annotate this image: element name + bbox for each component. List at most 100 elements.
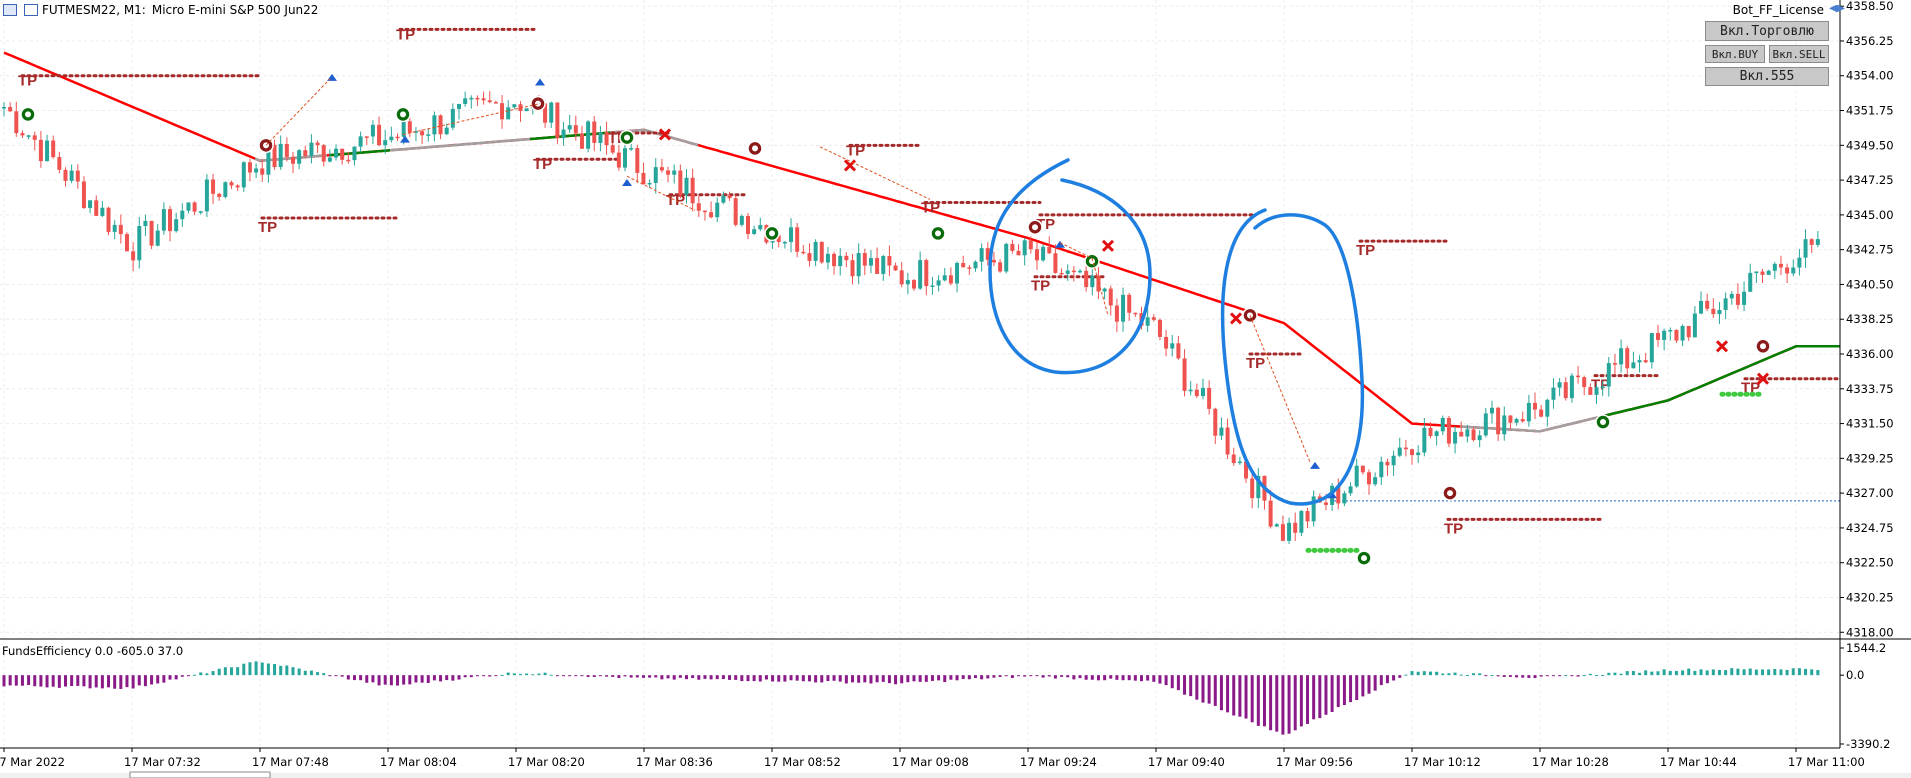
candle-body: [1797, 257, 1802, 268]
indicator-bar: [1035, 675, 1039, 677]
menu-icon[interactable]: [3, 4, 17, 16]
indicator-bar: [1717, 669, 1721, 676]
price-tick-label: 4318.00: [1846, 625, 1894, 639]
enable-sell-button[interactable]: Вкл.SELL: [1769, 45, 1829, 63]
indicator-bar: [660, 675, 664, 680]
indicator-bar: [1711, 669, 1715, 676]
indicator-bar: [1023, 675, 1027, 677]
indicator-bar: [33, 675, 37, 687]
indicator-bar: [113, 675, 117, 689]
candle-body: [1815, 239, 1820, 245]
candle-body: [1520, 419, 1525, 422]
indicator-bar: [211, 671, 215, 676]
enable-555-button[interactable]: Вкл.555: [1705, 67, 1829, 86]
candle-body: [94, 200, 99, 216]
candle-body: [758, 225, 763, 230]
indicator-bar: [1330, 675, 1334, 712]
candle-body: [346, 159, 351, 162]
candle-body: [364, 136, 369, 138]
indicator-bar: [654, 675, 658, 678]
indicator-bar: [838, 675, 842, 682]
indicator-bar: [1625, 671, 1629, 676]
indicator-bar: [1533, 675, 1537, 679]
indicator-bar: [156, 675, 160, 684]
buy-arrow-icon: [1310, 461, 1320, 469]
candle-body: [1557, 382, 1562, 388]
indicator-bar: [1459, 674, 1463, 676]
indicator-bar: [168, 675, 172, 680]
indicator-bar: [1281, 675, 1285, 735]
candle-body: [850, 260, 855, 277]
indicator-bar: [1146, 675, 1150, 681]
indicator-bar: [924, 675, 928, 682]
trade-marker-dot: [400, 111, 406, 118]
indicator-bar: [555, 675, 559, 677]
indicator-bar: [641, 675, 645, 678]
indicator-bar: [1674, 670, 1678, 676]
candle-body: [702, 210, 707, 213]
indicator-bar: [1195, 675, 1199, 700]
candle-body: [991, 259, 996, 263]
indicator-bar: [322, 673, 326, 676]
time-tick-label: 17 Mar 08:20: [508, 755, 585, 769]
candle-body: [506, 107, 511, 120]
indicator-bar: [1416, 671, 1420, 676]
indicator-bar: [180, 675, 184, 677]
indicator-bar: [685, 675, 688, 680]
indicator-bar: [125, 675, 129, 688]
candle-body: [1662, 330, 1667, 340]
candle-body: [1090, 275, 1095, 288]
time-tick-label: 17 Mar 08:52: [764, 755, 841, 769]
indicator-bar: [851, 675, 855, 683]
price-tick-label: 4356.25: [1846, 34, 1894, 48]
candle-body: [278, 143, 283, 168]
indicator-bar: [1170, 675, 1174, 689]
candle-body: [905, 280, 910, 285]
time-tick-label: 17 Mar 08:36: [636, 755, 713, 769]
time-tick-label: 17 Mar 07:48: [252, 755, 329, 769]
trade-marker-dot: [1600, 419, 1606, 426]
enable-trading-button[interactable]: Вкл.Торговлю: [1705, 21, 1829, 41]
chart-grid: [0, 0, 1840, 748]
indicator-bar: [439, 675, 443, 682]
tp-label: TP: [1031, 278, 1050, 295]
candle-body: [1041, 246, 1046, 261]
indicator-bar: [2, 675, 6, 687]
close-cross-icon: [843, 159, 857, 172]
candle-body: [1059, 272, 1064, 275]
candle-body: [1010, 243, 1015, 251]
indicator-bar: [205, 673, 209, 676]
indicator-bar: [1699, 669, 1703, 676]
indicator-bar: [143, 675, 147, 687]
indicator-bar: [764, 675, 768, 680]
candle-body: [469, 97, 474, 100]
indicator-bar: [721, 675, 725, 680]
candle-body: [8, 106, 13, 112]
indicator-bar: [832, 675, 836, 681]
indicator-bar: [1638, 672, 1642, 676]
candle-body: [543, 103, 548, 123]
indicator-bar: [1183, 675, 1187, 695]
indicator-bar: [1140, 675, 1143, 682]
candle-body: [1071, 270, 1076, 273]
candle-body: [1502, 415, 1507, 435]
candle-body: [524, 108, 529, 112]
indicator-bar: [346, 675, 350, 680]
candle-body: [838, 255, 843, 267]
candle-body: [899, 270, 904, 285]
candle-body: [272, 144, 277, 168]
indicator-bar: [1078, 675, 1082, 679]
indicator-bar: [1158, 675, 1162, 684]
candle-body: [1096, 275, 1101, 292]
indicator-bar: [193, 674, 197, 676]
candle-body: [887, 256, 892, 266]
candle-body: [875, 258, 880, 274]
buy-arrow-icon: [400, 135, 410, 143]
time-tick-label: 17 Mar 09:56: [1276, 755, 1353, 769]
candle-body: [149, 220, 154, 246]
enable-buy-button[interactable]: Вкл.BUY: [1705, 45, 1765, 63]
indicator-bar: [728, 675, 732, 680]
chart-icon: [24, 4, 38, 16]
